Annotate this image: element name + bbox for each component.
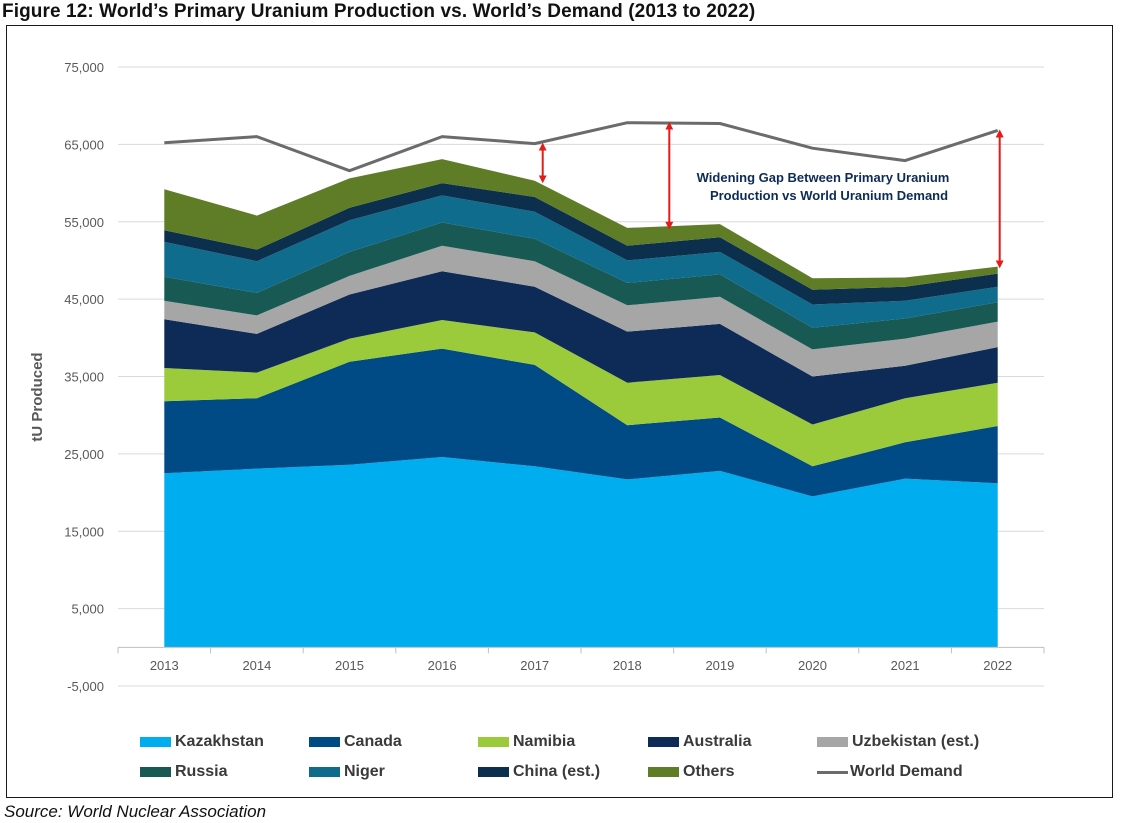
legend-swatch [817,770,848,774]
legend-swatch [309,737,340,747]
legend-item-namibia: Namibia [478,733,575,751]
source-note: Source: World Nuclear Association [4,802,267,821]
legend-swatch [478,737,509,747]
legend-item-australia: Australia [648,733,751,751]
legend-item-china-est: China (est.) [478,763,600,781]
area-series-australia [164,271,998,425]
x-tick-label: 2013 [150,658,179,673]
legend-label: Kazakhstan [175,733,264,750]
x-tick-label: 2021 [891,658,920,673]
area-series-uzbekistan-est [164,245,998,377]
legend-label: China (est.) [513,763,601,780]
y-tick-label: 55,000 [64,215,104,230]
legend-item-world-demand: World Demand [817,763,963,781]
line-series-world-demand [164,121,999,173]
annotation-text-line2: Production vs World Uranium Demand [710,188,948,203]
legend-label: Uzbekistan (est.) [852,733,980,750]
legend-swatch [648,767,679,777]
legend-swatch [817,737,848,747]
y-axis-label: tU Produced [29,352,46,441]
y-tick-label: 5,000 [71,602,104,617]
y-tick-label: 65,000 [64,137,104,152]
area-series-kazakhstan [164,457,998,648]
legend-item-others: Others [648,763,735,781]
x-tick-label: 2015 [335,658,364,673]
legend-item-russia: Russia [140,763,227,781]
area-series-canada [164,348,998,497]
area-series-china-est [164,183,998,305]
x-tick-label: 2016 [428,658,457,673]
legend-item-uzbekistan-est: Uzbekistan (est.) [817,733,979,751]
area-series-niger [164,195,998,328]
legend-swatch [648,737,679,747]
legend-label: Canada [344,733,402,750]
annotation-text-line1: Widening Gap Between Primary Uranium [697,170,950,185]
x-tick-label: 2019 [705,658,734,673]
x-tick-label: 2014 [242,658,271,673]
legend-swatch [309,767,340,777]
legend-label: Others [683,763,735,780]
y-tick-label: 25,000 [64,447,104,462]
y-tick-label: 75,000 [64,60,104,75]
legend-swatch [140,737,171,747]
chart-frame [6,25,1113,798]
figure-title: Figure 12: World’s Primary Uranium Produ… [2,1,756,22]
legend-label: Niger [344,763,385,780]
y-tick-label: -5,000 [67,679,104,694]
legend-swatch [478,767,509,777]
x-tick-label: 2018 [613,658,642,673]
legend-swatch [140,767,171,777]
legend-label: Russia [175,763,228,780]
y-tick-label: 15,000 [64,524,104,539]
area-series-others [164,159,998,290]
legend-item-niger: Niger [309,763,385,781]
y-tick-label: 35,000 [64,370,104,385]
x-tick-label: 2020 [798,658,827,673]
area-series-namibia [164,320,998,467]
y-tick-label: 45,000 [64,292,104,307]
area-series-russia [164,222,998,350]
legend-label: World Demand [850,763,963,780]
legend-label: Australia [683,733,752,750]
x-tick-label: 2017 [520,658,549,673]
legend-item-kazakhstan: Kazakhstan [140,733,264,751]
x-tick-label: 2022 [983,658,1012,673]
legend-label: Namibia [513,733,576,750]
legend-item-canada: Canada [309,733,402,751]
